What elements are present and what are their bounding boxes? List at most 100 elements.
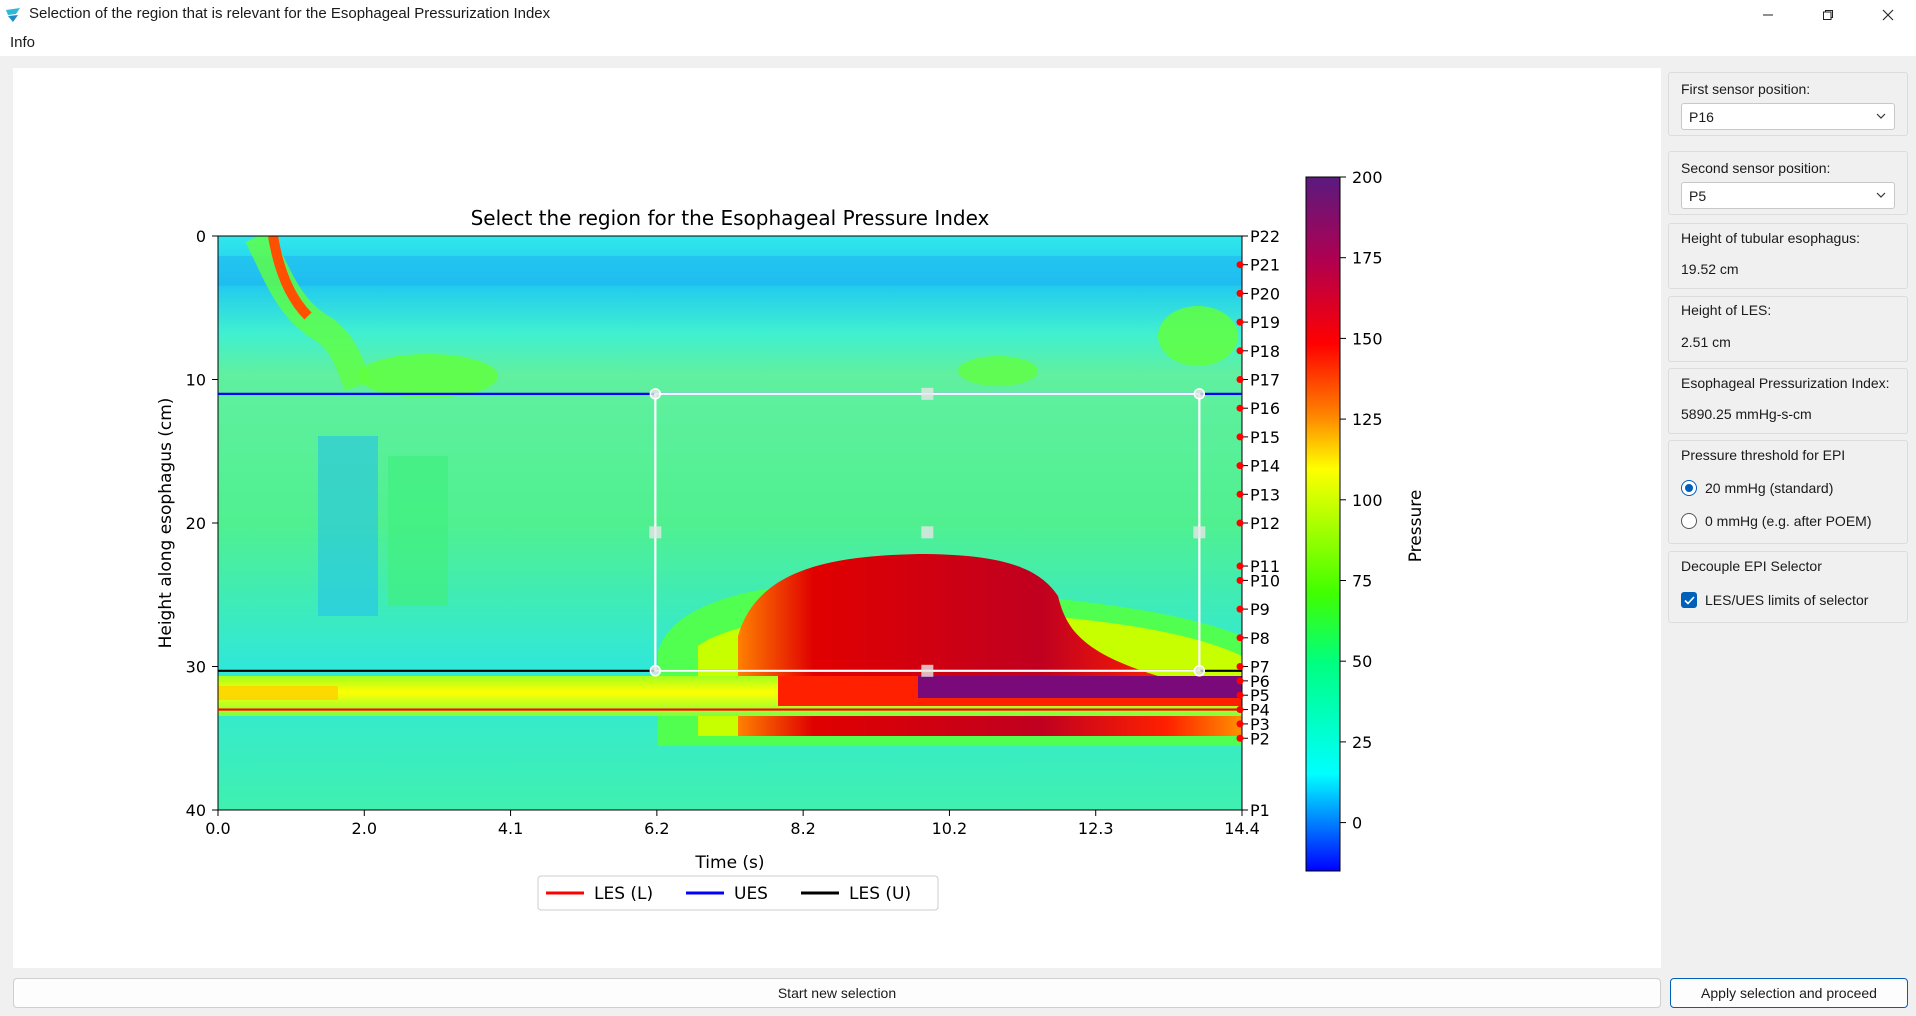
title-bar: Selection of the region that is relevant… <box>0 0 1916 29</box>
esophageal-pressure-plot[interactable]: Select the region for the Esophageal Pre… <box>13 68 1661 968</box>
sensor-label: P7 <box>1250 658 1270 677</box>
sensor-label: P8 <box>1250 629 1270 648</box>
decouple-group: Decouple EPI Selector LES/UES limits of … <box>1668 551 1908 623</box>
tubular-height-group: Height of tubular esophagus: 19.52 cm <box>1668 223 1908 289</box>
sensor-dot <box>1236 462 1244 470</box>
sensor-label: P12 <box>1250 514 1280 533</box>
radio-unselected-icon[interactable] <box>1681 513 1697 529</box>
colorbar-label: Pressure <box>1406 490 1426 563</box>
selection-edge-handle[interactable] <box>921 387 934 400</box>
sensor-label: P4 <box>1250 701 1270 720</box>
sensor-dot <box>1236 318 1244 326</box>
colorbar-tick-label: 25 <box>1352 733 1372 752</box>
y-axis-label: Height along esophagus (cm) <box>156 398 176 649</box>
sensor-dot <box>1236 576 1244 584</box>
first-sensor-value: P16 <box>1689 109 1714 125</box>
start-new-selection-button[interactable]: Start new selection <box>13 978 1661 1008</box>
first-sensor-group: First sensor position: P16 <box>1668 72 1908 136</box>
decouple-checkbox-row[interactable]: LES/UES limits of selector <box>1681 590 1868 610</box>
pressure-heatmap[interactable] <box>217 235 1243 811</box>
legend-entry-label: LES (U) <box>849 884 911 904</box>
plot-panel[interactable]: Select the region for the Esophageal Pre… <box>13 68 1661 968</box>
y-axis: 0 10 20 30 40 <box>186 227 218 820</box>
threshold-20-label: 20 mmHg (standard) <box>1705 480 1834 496</box>
x-tick-label: 6.2 <box>644 819 669 838</box>
sensor-dot <box>1236 691 1244 699</box>
decouple-checkbox-label: LES/UES limits of selector <box>1705 592 1869 608</box>
threshold-20-option[interactable]: 20 mmHg (standard) <box>1681 478 1833 498</box>
menu-bar: Info <box>0 29 1916 56</box>
tubular-height-label: Height of tubular esophagus: <box>1681 230 1861 246</box>
sensor-dot <box>1236 490 1244 498</box>
sensor-dot <box>1236 376 1244 383</box>
first-sensor-combobox[interactable]: P16 <box>1681 103 1895 130</box>
sensor-dot <box>1236 289 1244 297</box>
sensor-dot <box>1236 519 1244 527</box>
epi-group: Esophageal Pressurization Index: 5890.25… <box>1668 368 1908 434</box>
checkbox-checked-icon[interactable] <box>1681 592 1697 608</box>
colorbar-tick-label: 0 <box>1352 814 1362 833</box>
minimize-button[interactable] <box>1740 0 1796 29</box>
les-height-label: Height of LES: <box>1681 302 1772 318</box>
sensor-label: P2 <box>1250 729 1270 748</box>
y-tick-label: 10 <box>186 371 206 390</box>
menu-item-info[interactable]: Info <box>10 34 36 51</box>
threshold-label: Pressure threshold for EPI <box>1681 447 1846 463</box>
first-sensor-label: First sensor position: <box>1681 81 1811 97</box>
colorbar-tick-label: 200 <box>1352 168 1383 187</box>
sensor-dot <box>1236 347 1244 355</box>
colorbar-tick-label: 125 <box>1352 410 1383 429</box>
x-axis: 0.0 2.0 4.1 6.2 8.2 10.2 12.3 14.4 <box>205 810 1260 838</box>
sensor-label: P22 <box>1250 227 1280 246</box>
selection-corner-handle[interactable] <box>649 665 662 677</box>
selection-corner-handle[interactable] <box>1193 665 1206 677</box>
colorbar-tick-label: 175 <box>1352 249 1383 268</box>
sensor-dot <box>1236 404 1244 412</box>
sensor-label: P16 <box>1250 399 1280 418</box>
selection-edge-handle[interactable] <box>1193 526 1206 539</box>
y-tick-label: 40 <box>186 801 206 820</box>
colorbar: 0 25 50 75 100 125 150 175 200 <box>1305 168 1383 872</box>
app-logo-icon <box>6 8 20 22</box>
x-tick-label: 12.3 <box>1078 819 1114 838</box>
selection-corner-handle[interactable] <box>1193 388 1206 400</box>
x-tick-label: 0.0 <box>205 819 230 838</box>
selection-edge-handle[interactable] <box>921 526 934 539</box>
sensor-label: P21 <box>1250 256 1280 275</box>
second-sensor-combobox[interactable]: P5 <box>1681 182 1895 209</box>
legend-frame <box>537 875 939 911</box>
chevron-down-icon <box>1876 113 1886 119</box>
sensor-label: P17 <box>1250 371 1280 390</box>
window-title: Selection of the region that is relevant… <box>29 5 551 22</box>
sensor-dot <box>1236 605 1244 613</box>
y-tick-label: 0 <box>196 227 206 246</box>
threshold-0-option[interactable]: 0 mmHg (e.g. after POEM) <box>1681 511 1871 531</box>
colorbar-tick-label: 75 <box>1352 571 1372 590</box>
close-button[interactable] <box>1860 0 1916 29</box>
x-axis-label: Time (s) <box>694 853 764 873</box>
selection-rectangle[interactable] <box>649 387 1206 677</box>
les-height-value: 2.51 cm <box>1681 334 1731 350</box>
sensor-dot <box>1236 734 1244 742</box>
radio-selected-icon[interactable] <box>1681 480 1697 496</box>
sensor-dot <box>1236 261 1244 269</box>
les-height-group: Height of LES: 2.51 cm <box>1668 296 1908 362</box>
y-tick-label: 30 <box>186 658 206 677</box>
colorbar-tick-label: 150 <box>1352 329 1383 348</box>
x-tick-label: 4.1 <box>498 819 523 838</box>
selection-edge-handle[interactable] <box>649 526 662 539</box>
x-tick-label: 8.2 <box>790 819 815 838</box>
sensor-label: P11 <box>1250 557 1280 576</box>
chevron-down-icon <box>1876 192 1886 198</box>
decouple-label: Decouple EPI Selector <box>1681 558 1822 574</box>
apply-selection-button[interactable]: Apply selection and proceed <box>1670 978 1908 1008</box>
x-tick-label: 14.4 <box>1224 819 1260 838</box>
sensor-label: P13 <box>1250 485 1280 504</box>
sensor-label: P5 <box>1250 686 1270 705</box>
selection-edge-handle[interactable] <box>921 664 934 677</box>
second-sensor-label: Second sensor position: <box>1681 160 1831 176</box>
selection-corner-handle[interactable] <box>649 388 662 400</box>
sensor-dot <box>1236 562 1244 570</box>
maximize-button[interactable] <box>1800 0 1856 29</box>
